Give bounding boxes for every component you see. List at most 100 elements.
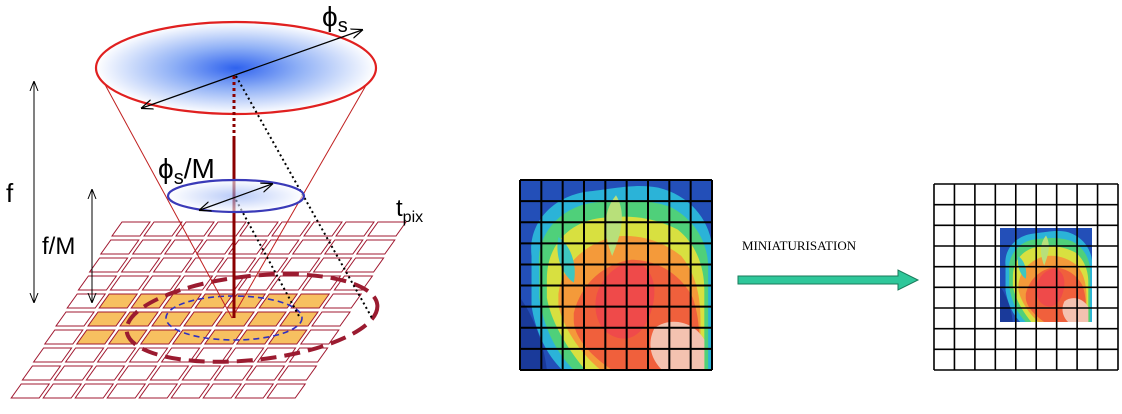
pixel-cell [66, 293, 107, 309]
pixel-cell [149, 365, 190, 381]
pixel-cell [226, 293, 267, 309]
cone-left-edge [95, 67, 233, 319]
pixel-cell [277, 365, 318, 381]
pixel-cell [99, 239, 140, 255]
right-arrow-icon [737, 269, 920, 291]
pixel-cell [171, 329, 212, 345]
miniaturised-pixel-grid [933, 183, 1119, 371]
thermal-image [520, 180, 712, 370]
pixel-cell [143, 221, 183, 237]
reduced-aperture-arrow [200, 184, 272, 210]
pixel-cell [290, 293, 331, 309]
pixel-cell [203, 329, 244, 345]
pixel-cell [175, 221, 215, 237]
pixel-cell [299, 329, 340, 345]
original-sensor-image [519, 179, 713, 371]
pixel-cell [141, 275, 182, 291]
pixel-cell [88, 257, 129, 273]
pixel-cell [311, 311, 351, 327]
pixel-cell [117, 365, 158, 381]
marginal-ray-long [235, 75, 373, 319]
pixel-cell [235, 329, 276, 345]
pixel-cell [355, 239, 396, 255]
pixel-cell [85, 365, 126, 381]
pixel-cell [216, 257, 257, 273]
pixel-cell [64, 347, 105, 363]
pixel-cell [280, 257, 321, 273]
pixel-cell [98, 293, 139, 309]
pixel-cell [266, 383, 307, 399]
pixel-cell [74, 383, 115, 399]
pixel-cell [322, 293, 363, 309]
pixel-cell [21, 365, 62, 381]
sensor-pixel-grid [519, 179, 713, 371]
aperture-label: ϕs [322, 1, 348, 37]
pixel-cell [96, 347, 137, 363]
miniaturisation-label: MINIATURISATION [742, 238, 857, 253]
pixel-cell [42, 383, 83, 399]
pixel-cell [106, 383, 147, 399]
pixel-cell [119, 311, 159, 327]
pixel-cell [259, 239, 300, 255]
pixel-cell [120, 257, 161, 273]
pixel-cell [279, 311, 319, 327]
pixel-cell [335, 221, 375, 237]
pixel-cell [195, 239, 236, 255]
pixel-cell [163, 239, 204, 255]
pixel-cell [344, 257, 385, 273]
pixel-grid [10, 221, 407, 399]
miniaturised-sensor-image [933, 183, 1119, 371]
pixel-cell [151, 311, 191, 327]
pixel-cell [43, 329, 84, 345]
focal-length-label: f [6, 178, 14, 208]
pixel-cell [111, 221, 151, 237]
pixel-cell [32, 347, 73, 363]
pixel-cell [77, 275, 118, 291]
miniaturisation-arrow: MINIATURISATION [737, 238, 920, 291]
reduced-focal-length-label: f/M [42, 233, 75, 260]
pixel-cell [162, 293, 203, 309]
pixel-cell [170, 383, 211, 399]
lens-aperture [94, 20, 378, 116]
pixel-cell [202, 383, 243, 399]
pixel-cell [55, 311, 95, 327]
marginal-ray-short [235, 199, 301, 319]
pixel-cell [269, 275, 310, 291]
pixel-cell [194, 293, 235, 309]
pixel-cell [53, 365, 94, 381]
pixel-cell [291, 239, 332, 255]
pixel-cell [367, 221, 407, 237]
reduced-lens-aperture [166, 178, 306, 214]
pixel-cell [128, 347, 169, 363]
pixel-cell [247, 311, 287, 327]
pixel-cell [213, 365, 254, 381]
pixel-cell [75, 329, 116, 345]
image-footprint-ellipse [124, 272, 380, 364]
pixel-cell [181, 365, 222, 381]
pixel-cell [271, 221, 311, 237]
pixel-cell [183, 311, 223, 327]
pixel-cell [267, 329, 308, 345]
pixel-cell [215, 311, 255, 327]
pixel-cell [224, 347, 265, 363]
pixel-cell [152, 257, 193, 273]
pixel-cell [245, 365, 286, 381]
pixel-pitch-label: tpix [396, 195, 423, 226]
pixel-cell [87, 311, 127, 327]
pixel-cell [173, 275, 214, 291]
pixel-cell [239, 221, 279, 237]
pixel-cell [184, 257, 225, 273]
pixel-cell [131, 239, 172, 255]
pixel-cell [323, 239, 364, 255]
aperture-diameter-arrow [142, 30, 362, 108]
pixel-cell [248, 257, 289, 273]
pixel-cell [207, 221, 247, 237]
reduced-aperture-label: ϕs/M [158, 153, 215, 189]
optics-schematic: ϕs ϕs/M f f/M tpix [6, 1, 423, 399]
pixel-cell [312, 257, 353, 273]
pixel-cell [234, 383, 275, 399]
pixel-cell [109, 275, 150, 291]
pixel-cell [10, 383, 51, 399]
pixel-cell [139, 329, 180, 345]
pixel-cell [138, 383, 179, 399]
